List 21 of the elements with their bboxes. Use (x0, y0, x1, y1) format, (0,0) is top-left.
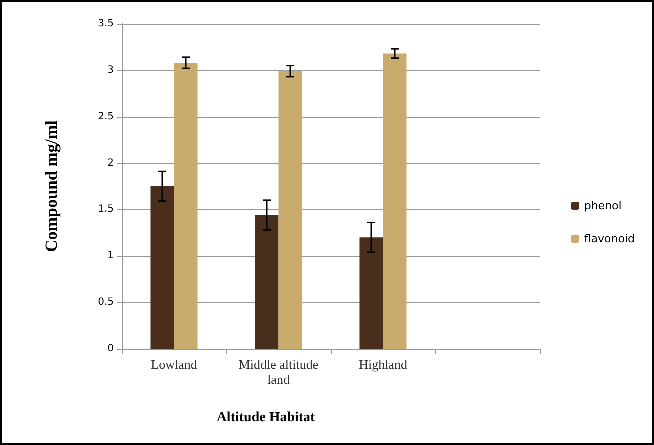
bar (360, 238, 384, 349)
y-tick-label: 2.5 (98, 111, 114, 122)
x-axis-title: Altitude Habitat (216, 410, 316, 426)
legend-label: flavonoid (584, 232, 636, 246)
y-tick-label: 3.5 (98, 18, 114, 30)
bar (255, 215, 279, 349)
y-tick-label: 2 (108, 158, 114, 169)
bar (150, 186, 174, 349)
bar (174, 63, 198, 349)
y-tick-label: 0.5 (98, 297, 114, 308)
x-tick-label: Lowland (151, 357, 198, 372)
bar (383, 54, 407, 349)
y-tick-label: 3 (108, 64, 114, 76)
x-tick-label: Middle altitude land (238, 357, 319, 387)
legend-label: phenol (584, 200, 622, 212)
bar (278, 71, 302, 349)
y-tick-label: 1.5 (98, 204, 114, 216)
y-tick-label: 1 (108, 250, 114, 262)
y-axis-title: Compound mg/ml (42, 120, 61, 252)
x-tick-label: Highland (359, 357, 408, 372)
y-tick-label: 0 (108, 344, 114, 354)
